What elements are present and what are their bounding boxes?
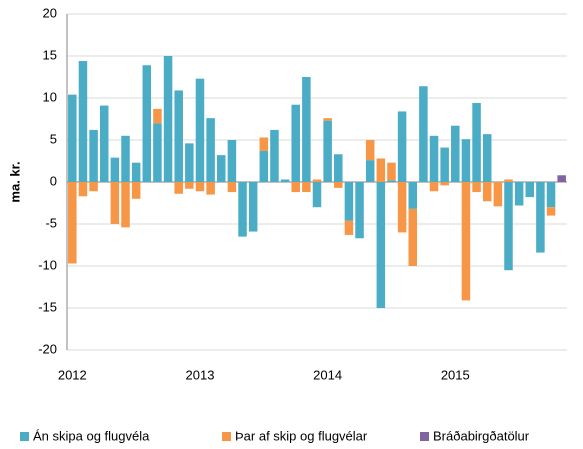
bar xyxy=(185,143,194,182)
bar xyxy=(312,179,322,182)
bar xyxy=(546,207,556,216)
bar xyxy=(302,182,311,193)
bar xyxy=(153,123,162,182)
bar xyxy=(376,182,386,308)
bar xyxy=(68,94,77,182)
bar xyxy=(376,158,386,182)
x-tick-label: 2015 xyxy=(441,367,470,382)
legend-swatch xyxy=(222,432,231,441)
bar xyxy=(131,162,141,182)
bar xyxy=(493,182,503,207)
bar xyxy=(334,182,343,188)
bar xyxy=(206,118,215,182)
bar xyxy=(185,182,194,189)
bar xyxy=(387,180,396,182)
bar xyxy=(387,162,396,181)
y-tick-label: -5 xyxy=(45,215,57,230)
bar xyxy=(365,140,375,161)
bar xyxy=(514,182,524,206)
bar xyxy=(195,182,205,192)
bar xyxy=(440,147,449,182)
bar xyxy=(121,135,130,182)
bar xyxy=(99,105,109,182)
bar xyxy=(461,182,471,301)
bar xyxy=(142,65,152,182)
bar xyxy=(89,129,98,182)
bar xyxy=(227,140,237,182)
bar xyxy=(174,182,183,194)
bar xyxy=(131,182,141,199)
bar xyxy=(323,118,332,121)
bar xyxy=(195,78,205,182)
bar xyxy=(312,182,322,208)
bar xyxy=(440,182,449,186)
bar xyxy=(110,157,120,182)
bar xyxy=(461,139,471,182)
bar xyxy=(546,182,556,208)
bar xyxy=(482,134,492,182)
bar xyxy=(270,129,279,182)
bar xyxy=(504,179,513,182)
bar xyxy=(397,182,407,233)
y-axis-label: ma. kr. xyxy=(7,161,22,202)
bar xyxy=(482,182,492,202)
bar xyxy=(504,182,513,271)
legend-label: Bráðabirgðatölur xyxy=(433,428,530,443)
bar xyxy=(419,86,428,182)
legend-label: Án skipa og flugvéla xyxy=(33,428,150,443)
bar xyxy=(408,208,417,266)
y-tick-label: 20 xyxy=(43,5,57,20)
bar xyxy=(525,182,535,198)
bar xyxy=(355,182,364,239)
bar xyxy=(451,125,460,182)
bar xyxy=(217,155,226,182)
bar xyxy=(248,182,258,232)
bar xyxy=(89,182,98,192)
bar xyxy=(365,160,375,182)
bar xyxy=(472,182,481,193)
x-tick-label: 2014 xyxy=(313,367,342,382)
bar xyxy=(472,103,481,182)
bar xyxy=(302,77,311,182)
legend-swatch xyxy=(20,432,29,441)
bar xyxy=(291,182,300,193)
bar xyxy=(110,182,120,224)
bar xyxy=(259,150,269,182)
bar xyxy=(408,182,417,209)
x-tick-label: 2013 xyxy=(186,367,215,382)
bar xyxy=(121,182,130,228)
y-tick-label: 5 xyxy=(50,131,57,146)
bar xyxy=(259,137,269,151)
bar xyxy=(227,182,237,193)
bar xyxy=(78,182,88,197)
bar xyxy=(344,182,354,221)
y-tick-label: 10 xyxy=(43,89,57,104)
bar xyxy=(153,108,162,124)
bar xyxy=(78,61,88,182)
bar xyxy=(323,120,332,182)
y-tick-label: -10 xyxy=(38,257,57,272)
bar xyxy=(238,182,247,237)
bar xyxy=(280,179,290,182)
bar xyxy=(429,135,439,182)
bar xyxy=(536,182,545,253)
bar xyxy=(163,56,173,182)
x-tick-label: 2012 xyxy=(58,367,87,382)
bar xyxy=(174,90,183,182)
bar xyxy=(291,104,300,182)
bar xyxy=(344,220,354,235)
bar xyxy=(429,182,439,192)
bar xyxy=(397,111,407,182)
y-tick-label: 15 xyxy=(43,47,57,62)
legend-swatch xyxy=(420,432,429,441)
bar xyxy=(68,182,77,264)
bar xyxy=(206,182,215,195)
y-tick-label: 0 xyxy=(50,173,57,188)
legend-label: Þar af skip og flugvélar xyxy=(235,428,368,443)
y-tick-label: -20 xyxy=(38,341,57,356)
y-tick-label: -15 xyxy=(38,299,57,314)
bar xyxy=(334,154,343,182)
bar xyxy=(557,175,566,182)
